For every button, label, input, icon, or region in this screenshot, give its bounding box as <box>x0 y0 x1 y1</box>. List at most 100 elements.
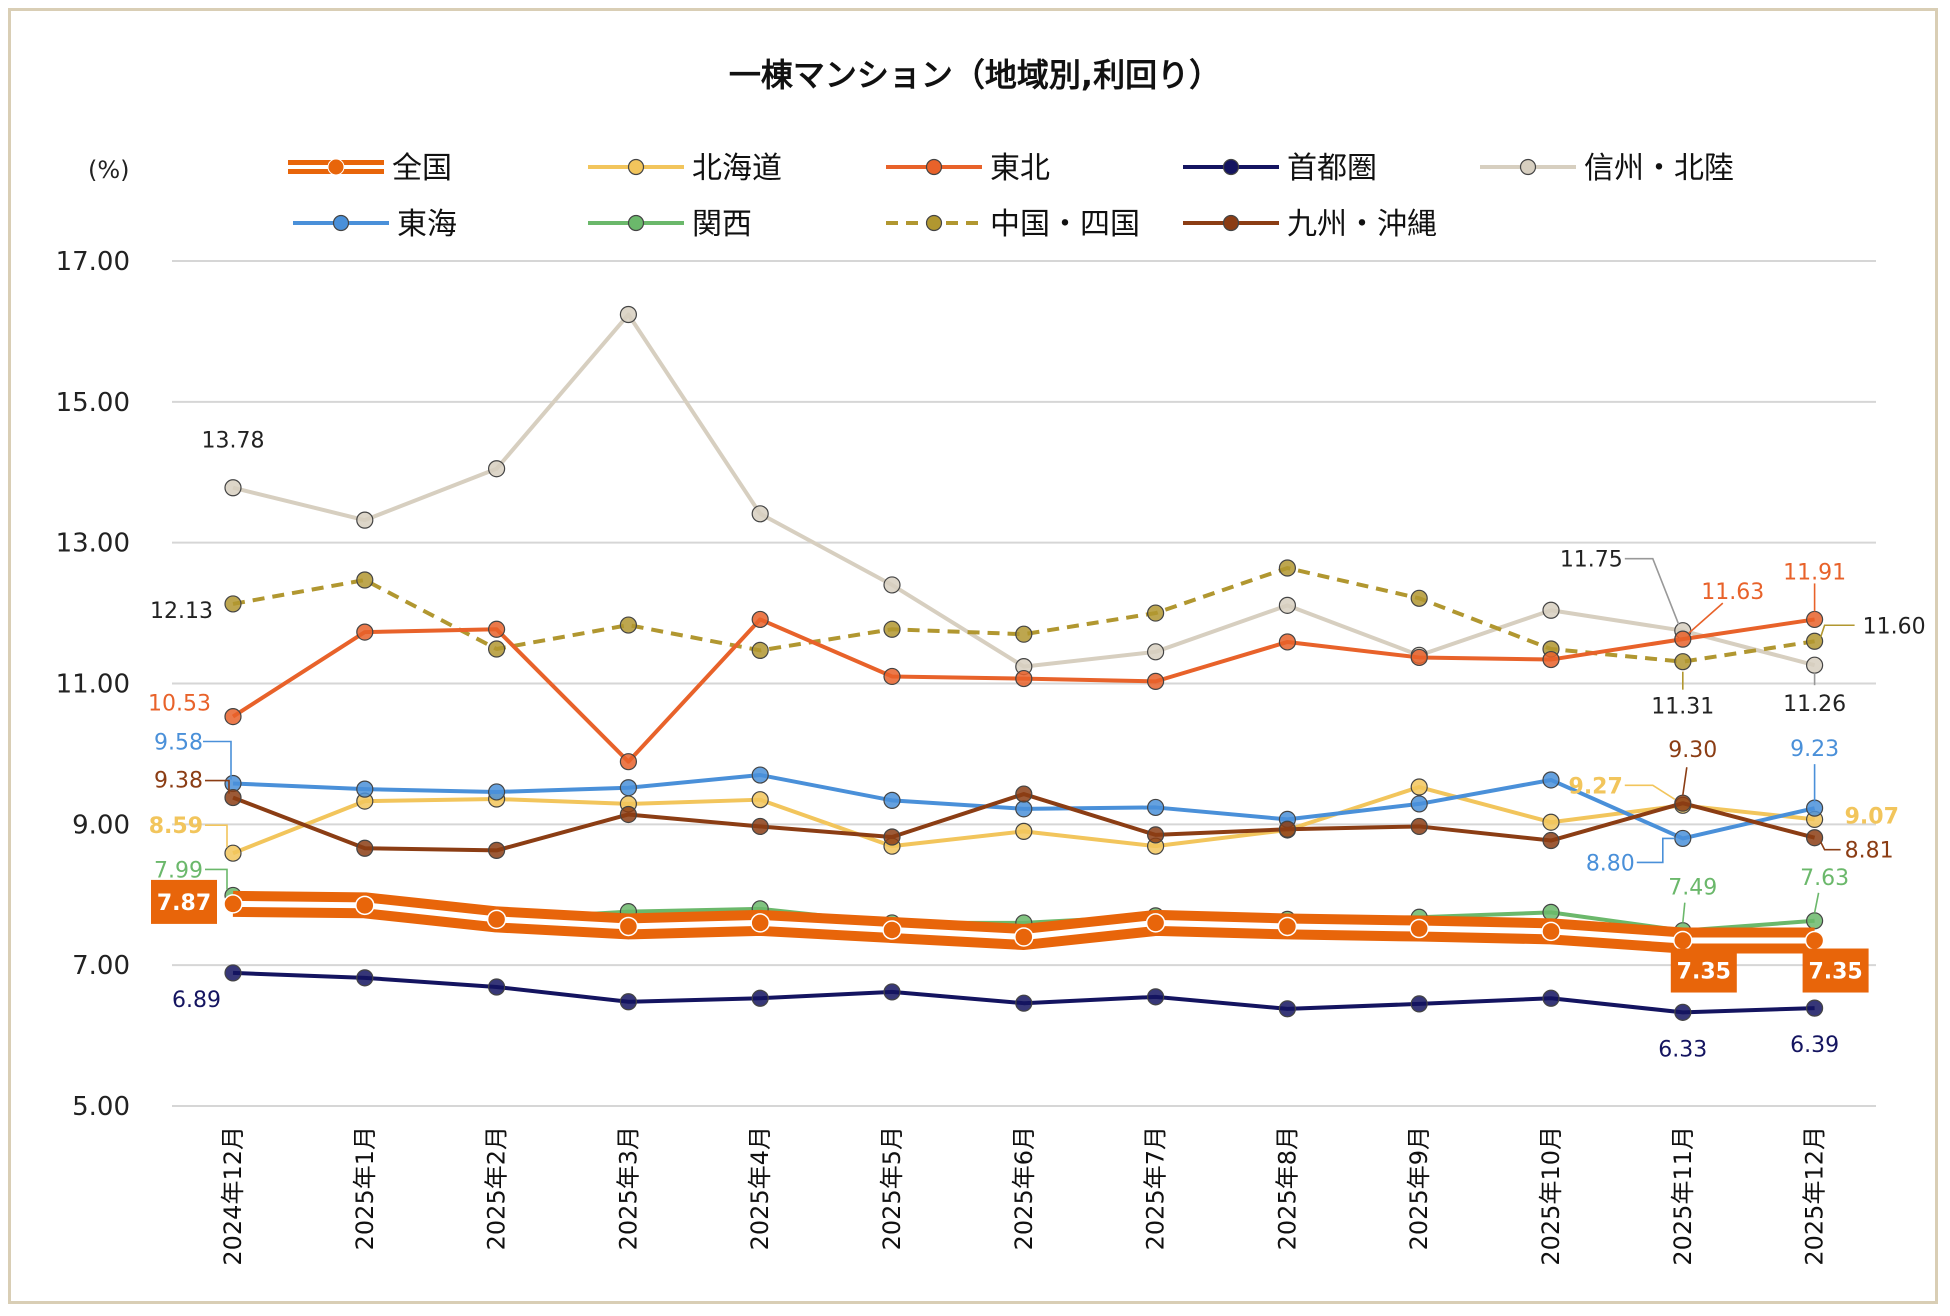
data-point <box>1410 648 1428 667</box>
data-label-東北: 11.91 <box>1783 560 1846 612</box>
data-label-text: 9.23 <box>1790 737 1839 762</box>
data-point <box>1278 633 1297 651</box>
data-point <box>1410 589 1428 607</box>
data-point <box>619 805 638 824</box>
data-label-北海道: 9.07 <box>1845 804 1899 829</box>
data-label-text: 11.31 <box>1651 695 1714 720</box>
x-tick-label: 2025年10月 <box>1537 1126 1565 1266</box>
data-label-text: 8.80 <box>1586 851 1635 876</box>
data-label-leader <box>1636 837 1675 864</box>
data-label-leader <box>1624 557 1680 625</box>
data-point <box>1278 559 1297 577</box>
data-label-leader <box>1819 624 1855 638</box>
data-label-leader <box>1624 784 1676 800</box>
data-label-text: 9.07 <box>1845 804 1899 829</box>
data-label-東北: 11.63 <box>1688 580 1764 634</box>
data-point <box>883 828 901 846</box>
legend-marker <box>332 214 350 232</box>
data-label-中国-四国: 11.60 <box>1819 614 1926 639</box>
data-label-九州-沖縄: 9.38 <box>154 769 230 794</box>
data-label-leader <box>1682 902 1686 923</box>
data-point <box>1278 820 1297 838</box>
legend-item-全国: 全国 <box>288 151 452 186</box>
data-point <box>619 993 638 1011</box>
legend-label: 東海 <box>397 207 457 242</box>
x-tick-label: 2025年6月 <box>1010 1126 1038 1250</box>
legend-marker <box>925 214 943 232</box>
data-label-box <box>151 879 217 924</box>
data-label-東北: 10.53 <box>148 692 211 717</box>
data-label-信州-北陸: 11.26 <box>1783 673 1846 717</box>
data-label-leader <box>205 868 228 890</box>
data-point <box>750 913 770 933</box>
series-全国 <box>223 890 1825 954</box>
data-point <box>751 817 769 836</box>
data-point <box>619 779 638 797</box>
data-point <box>883 667 901 686</box>
x-tick-label: 2025年1月 <box>351 1126 379 1250</box>
data-point <box>1542 650 1560 669</box>
data-label-text: 7.49 <box>1668 876 1717 901</box>
data-label-全国: 7.35 <box>1670 948 1737 993</box>
data-point <box>1146 672 1165 690</box>
data-point <box>1410 778 1428 796</box>
data-label-関西: 7.49 <box>1668 876 1717 923</box>
data-point <box>1146 643 1165 661</box>
series-九州-沖縄 <box>224 785 1824 859</box>
data-point <box>1410 995 1428 1013</box>
y-tick-label: 15.00 <box>56 388 130 418</box>
data-label-text: 10.53 <box>148 692 211 717</box>
data-label-text: 11.26 <box>1783 692 1846 717</box>
data-point <box>751 766 769 784</box>
data-label-首都圏: 6.89 <box>172 988 221 1013</box>
legend-label: 全国 <box>392 151 452 186</box>
data-point <box>488 640 506 658</box>
data-point <box>488 978 506 996</box>
data-label-首都圏: 6.39 <box>1790 1033 1839 1058</box>
legend-label: 関西 <box>692 207 752 242</box>
y-axis-unit: (%) <box>88 156 130 184</box>
data-label-中国-四国: 12.13 <box>150 599 213 624</box>
legend-marker <box>1222 158 1240 176</box>
y-tick-label: 7.00 <box>72 951 130 981</box>
data-label-北海道: 8.59 <box>149 814 228 848</box>
data-point <box>1015 822 1033 840</box>
data-point <box>1805 999 1824 1017</box>
data-point <box>1277 916 1298 937</box>
data-point <box>1542 903 1560 921</box>
data-point <box>1674 653 1692 671</box>
data-point <box>1146 798 1165 817</box>
y-tick-label: 5.00 <box>72 1092 130 1122</box>
data-label-東海: 8.80 <box>1586 837 1675 876</box>
data-point <box>1542 771 1560 789</box>
series-信州-北陸 <box>224 305 1824 676</box>
x-tick-label: 2024年12月 <box>219 1126 247 1266</box>
data-point <box>356 780 374 798</box>
chart-frame <box>8 8 1938 1304</box>
data-point <box>1278 1000 1297 1018</box>
data-point <box>356 511 374 529</box>
data-point <box>1146 826 1165 844</box>
data-point <box>1015 800 1033 818</box>
legend-marker <box>1222 214 1240 232</box>
y-axis-ticks: 17.00 15.00 13.00 11.00 9.00 7.00 5.00 <box>56 247 130 1122</box>
data-label-leader <box>205 824 228 848</box>
data-point <box>1409 918 1429 939</box>
data-point <box>356 839 374 857</box>
data-label-首都圏: 6.33 <box>1658 1037 1707 1062</box>
data-labels: 13.78 12.13 10.53 9.58 9.38 8.59 7.99 7.87 6.89 1… <box>148 429 1926 1063</box>
data-point <box>751 505 769 523</box>
data-point <box>882 920 902 940</box>
data-point <box>488 783 506 801</box>
x-tick-label: 2025年11月 <box>1669 1126 1697 1266</box>
data-point <box>356 571 374 589</box>
data-point <box>619 616 638 634</box>
data-point <box>1805 656 1824 674</box>
data-label-text: 9.38 <box>154 769 203 794</box>
legend-marker <box>1519 158 1537 176</box>
y-tick-label: 13.00 <box>56 529 130 559</box>
data-point <box>883 576 901 594</box>
data-point <box>751 791 769 809</box>
data-label-leader <box>203 740 232 780</box>
legend-item-北海道: 北海道 <box>588 151 782 186</box>
